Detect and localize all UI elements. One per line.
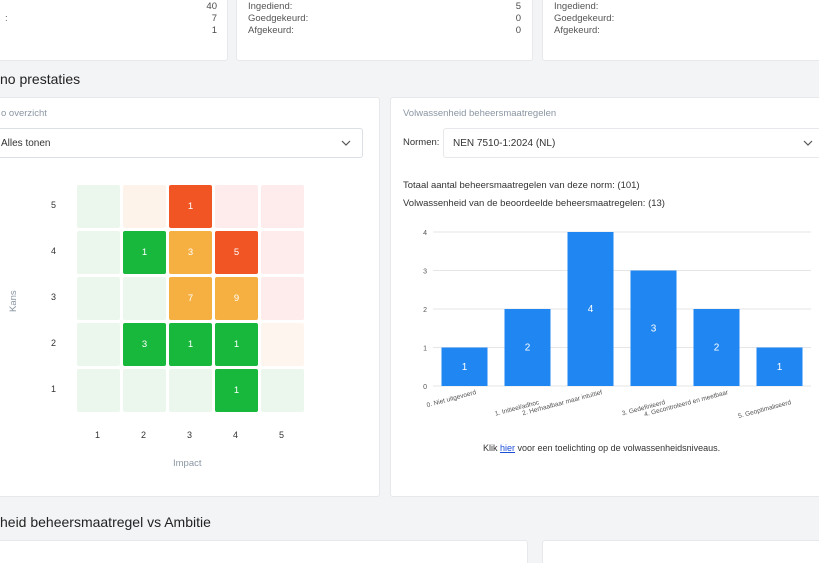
chart-bar[interactable] (504, 309, 551, 386)
stat-row: Afgekeurd: 0 (248, 25, 521, 36)
chart-y-tick: 4 (423, 230, 427, 237)
heatmap-cell[interactable]: 1 (123, 231, 166, 274)
stat-row: Goedgekeurd: 0 (248, 13, 521, 24)
heatmap-cell (123, 185, 166, 228)
heatmap-cell[interactable]: 1 (169, 323, 212, 366)
risk-filter-value: Alles tonen (1, 137, 51, 149)
chart-bar[interactable] (567, 232, 614, 386)
chart-data-label: 1 (462, 362, 468, 373)
section-title-prestaties: no prestaties (0, 71, 81, 87)
chart-y-tick: 2 (423, 307, 427, 314)
chart-category-label: 0. Niet uitgevoerd (426, 389, 477, 409)
normen-label: Normen: (403, 137, 440, 148)
heatmap-cell[interactable]: 3 (169, 231, 212, 274)
chart-data-label: 3 (651, 323, 657, 334)
chart-y-tick: 0 (423, 384, 427, 391)
heatmap-cell (261, 185, 304, 228)
chart-bar[interactable] (441, 347, 488, 387)
normen-select[interactable]: NEN 7510-1:2024 (NL) (443, 128, 819, 158)
chart-y-tick: 3 (423, 269, 427, 276)
heatmap-y-tick: 4 (51, 246, 57, 256)
bottom-card-left (0, 540, 528, 563)
risk-filter-select[interactable]: Alles tonen (0, 128, 363, 158)
heatmap-cell (123, 277, 166, 320)
heatmap-x-tick: 4 (233, 430, 239, 440)
heatmap-cell (77, 185, 120, 228)
heatmap-cell (77, 277, 120, 320)
chart-data-label: 2 (525, 343, 531, 354)
heatmap-cell (77, 323, 120, 366)
heatmap-x-tick: 2 (141, 430, 147, 440)
heatmap-x-tick: 3 (187, 430, 193, 440)
heatmap-cell[interactable]: 1 (169, 185, 212, 228)
heatmap-x-axis-label: Impact (173, 458, 202, 469)
chart-bar[interactable] (630, 270, 677, 387)
maturity-card: Volwassenheid beheersmaatregelen Normen:… (390, 97, 819, 497)
heatmap-y-tick: 5 (51, 200, 57, 210)
heatmap-y-tick: 3 (51, 292, 57, 302)
heatmap-y-tick: 2 (51, 338, 57, 348)
stat-row: Goedgekeurd: (554, 13, 615, 24)
heatmap-cell (123, 369, 166, 412)
total-controls-text: Totaal aantal beheersmaatregelen van dez… (403, 180, 640, 191)
section-title-ambitie: heid beheersmaatregel vs Ambitie (0, 514, 211, 530)
heatmap-cell[interactable]: 1 (215, 323, 258, 366)
heatmap-cell (77, 369, 120, 412)
heatmap-cell (261, 323, 304, 366)
stat-row: Ingediend: (554, 1, 599, 12)
heatmap-cell (261, 277, 304, 320)
stat-card-1: 40 :7 1 (0, 0, 228, 61)
heatmap-cell[interactable]: 9 (215, 277, 258, 320)
chart-data-label: 1 (777, 362, 783, 373)
stat-row: Ingediend: 5 (248, 1, 521, 12)
heatmap-cell[interactable]: 1 (215, 369, 258, 412)
heatmap-cell (261, 231, 304, 274)
stat-row: 40 (206, 1, 217, 12)
stat-row: Afgekeurd: (554, 25, 600, 36)
chart-bar[interactable] (693, 309, 740, 386)
normen-select-value: NEN 7510-1:2024 (NL) (453, 137, 556, 149)
assessed-controls-text: Volwassenheid van de beoordeelde beheers… (403, 198, 665, 209)
heatmap-x-tick: 5 (279, 430, 285, 440)
chevron-down-icon (803, 140, 813, 146)
chevron-down-icon (341, 140, 351, 146)
chart-data-label: 2 (714, 343, 720, 354)
stat-card-2: Ingediend: 5 Goedgekeurd: 0 Afgekeurd: 0 (236, 0, 533, 61)
heatmap-y-tick: 1 (51, 384, 57, 394)
heatmap-x-tick: 1 (95, 430, 101, 440)
heatmap-cell[interactable]: 3 (123, 323, 166, 366)
stat-row: :7 (5, 13, 217, 24)
heatmap-cell (169, 369, 212, 412)
bottom-card-right (542, 540, 819, 563)
heatmap-cell (261, 369, 304, 412)
maturity-card-title: Volwassenheid beheersmaatregelen (403, 108, 557, 119)
heatmap-cell (77, 231, 120, 274)
chart-bar[interactable] (756, 347, 803, 387)
maturity-footer-text: Klik hier voor een toelichting op de vol… (483, 443, 721, 453)
chart-data-label: 4 (588, 304, 594, 315)
chart-y-tick: 1 (423, 346, 427, 353)
risk-card-title: o overzicht (1, 108, 47, 119)
stat-row: 1 (211, 25, 217, 36)
heatmap-y-axis-label: Kans (8, 290, 19, 312)
heatmap-cell (215, 185, 258, 228)
stat-card-3: Ingediend: Goedgekeurd: Afgekeurd: (542, 0, 819, 61)
info-link[interactable]: hier (500, 443, 516, 453)
heatmap-cell[interactable]: 5 (215, 231, 258, 274)
chart-category-label: 5. Geoptimaliseerd (738, 399, 793, 420)
heatmap-cell[interactable]: 7 (169, 277, 212, 320)
